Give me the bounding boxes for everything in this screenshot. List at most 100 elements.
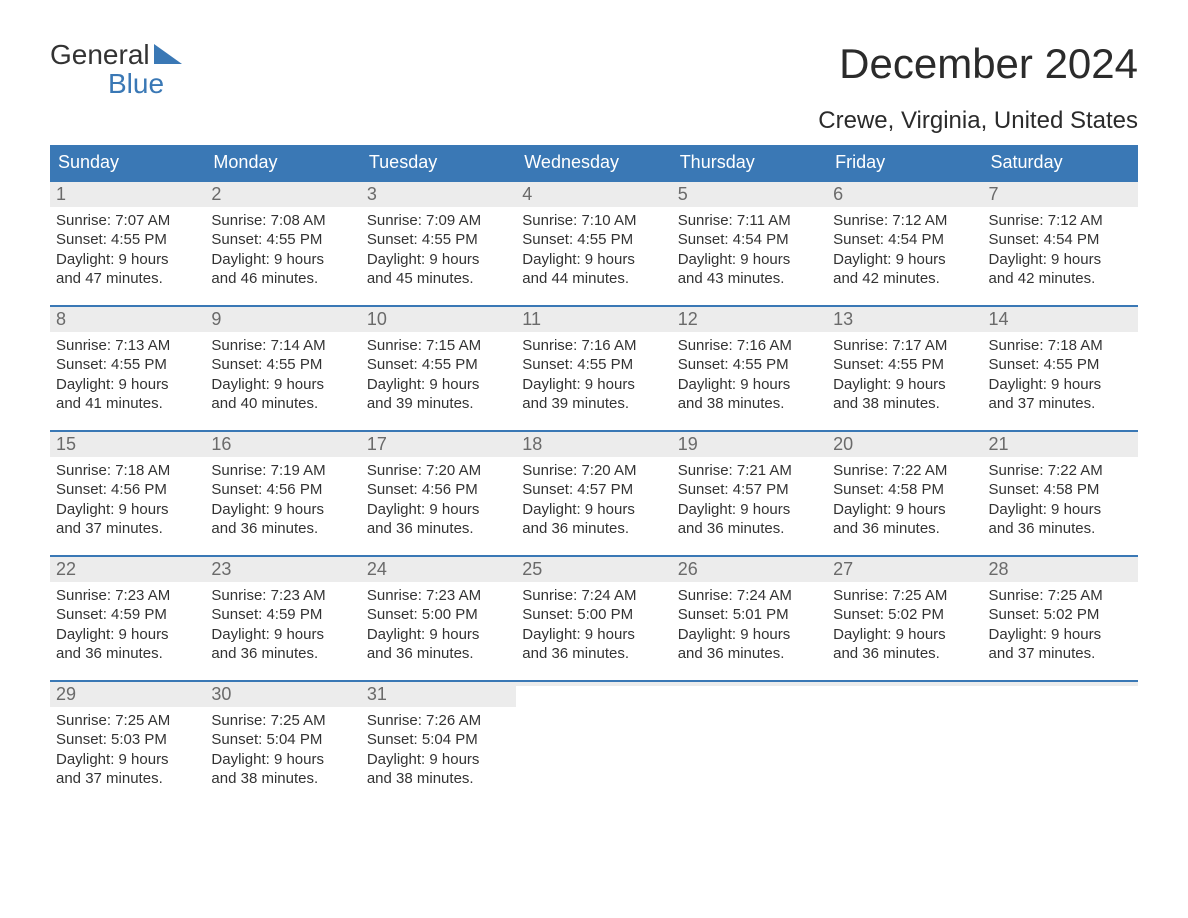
daylight-line: and 36 minutes. (211, 519, 354, 539)
daylight-line: Daylight: 9 hours (211, 500, 354, 520)
day-number-band (983, 682, 1138, 686)
day-cell: 21Sunrise: 7:22 AMSunset: 4:58 PMDayligh… (983, 432, 1138, 547)
daylight-line: Daylight: 9 hours (56, 750, 199, 770)
day-number: 27 (833, 559, 976, 580)
day-number-band: 5 (672, 182, 827, 207)
daylight-line: Daylight: 9 hours (678, 500, 821, 520)
day-cell: 26Sunrise: 7:24 AMSunset: 5:01 PMDayligh… (672, 557, 827, 672)
sunset-line: Sunset: 4:57 PM (678, 480, 821, 500)
sunrise-line: Sunrise: 7:09 AM (367, 211, 510, 231)
sunset-line: Sunset: 4:55 PM (56, 230, 199, 250)
day-number-band (827, 682, 982, 686)
daylight-line: and 41 minutes. (56, 394, 199, 414)
daylight-line: Daylight: 9 hours (211, 375, 354, 395)
day-cell: 18Sunrise: 7:20 AMSunset: 4:57 PMDayligh… (516, 432, 671, 547)
sunset-line: Sunset: 4:54 PM (833, 230, 976, 250)
day-number: 4 (522, 184, 665, 205)
day-number-band: 27 (827, 557, 982, 582)
sunset-line: Sunset: 4:58 PM (833, 480, 976, 500)
sunset-line: Sunset: 4:58 PM (989, 480, 1132, 500)
sunset-line: Sunset: 4:56 PM (367, 480, 510, 500)
day-cell (516, 682, 671, 797)
daylight-line: Daylight: 9 hours (522, 375, 665, 395)
sunset-line: Sunset: 5:02 PM (989, 605, 1132, 625)
day-cell: 10Sunrise: 7:15 AMSunset: 4:55 PMDayligh… (361, 307, 516, 422)
daylight-line: Daylight: 9 hours (367, 500, 510, 520)
day-cell: 17Sunrise: 7:20 AMSunset: 4:56 PMDayligh… (361, 432, 516, 547)
day-number: 12 (678, 309, 821, 330)
day-number-band: 7 (983, 182, 1138, 207)
sunset-line: Sunset: 5:02 PM (833, 605, 976, 625)
daylight-line: Daylight: 9 hours (56, 625, 199, 645)
sunset-line: Sunset: 4:55 PM (211, 230, 354, 250)
day-number: 30 (211, 684, 354, 705)
day-cell: 23Sunrise: 7:23 AMSunset: 4:59 PMDayligh… (205, 557, 360, 672)
sunrise-line: Sunrise: 7:16 AM (678, 336, 821, 356)
calendar: Sunday Monday Tuesday Wednesday Thursday… (50, 145, 1138, 797)
sunrise-line: Sunrise: 7:17 AM (833, 336, 976, 356)
day-number-band: 31 (361, 682, 516, 707)
sunrise-line: Sunrise: 7:21 AM (678, 461, 821, 481)
day-number-band: 11 (516, 307, 671, 332)
header: General Blue December 2024 (50, 40, 1138, 99)
day-cell (672, 682, 827, 797)
daylight-line: Daylight: 9 hours (989, 500, 1132, 520)
sunset-line: Sunset: 4:55 PM (211, 355, 354, 375)
daylight-line: and 37 minutes. (989, 644, 1132, 664)
day-cell: 6Sunrise: 7:12 AMSunset: 4:54 PMDaylight… (827, 182, 982, 297)
day-number: 6 (833, 184, 976, 205)
daylight-line: Daylight: 9 hours (833, 250, 976, 270)
daylight-line: and 37 minutes. (56, 519, 199, 539)
week-row: 22Sunrise: 7:23 AMSunset: 4:59 PMDayligh… (50, 555, 1138, 672)
day-number: 28 (989, 559, 1132, 580)
sunrise-line: Sunrise: 7:19 AM (211, 461, 354, 481)
sunset-line: Sunset: 4:56 PM (211, 480, 354, 500)
sunset-line: Sunset: 4:55 PM (989, 355, 1132, 375)
day-cell: 22Sunrise: 7:23 AMSunset: 4:59 PMDayligh… (50, 557, 205, 672)
daylight-line: and 38 minutes. (367, 769, 510, 789)
day-cell: 16Sunrise: 7:19 AMSunset: 4:56 PMDayligh… (205, 432, 360, 547)
day-number: 10 (367, 309, 510, 330)
daylight-line: Daylight: 9 hours (522, 500, 665, 520)
day-number-band: 19 (672, 432, 827, 457)
logo-line-1: General (50, 40, 182, 69)
daylight-line: Daylight: 9 hours (367, 625, 510, 645)
day-number-band: 26 (672, 557, 827, 582)
daylight-line: Daylight: 9 hours (56, 375, 199, 395)
weekday-header: Monday (205, 145, 360, 180)
day-cell: 11Sunrise: 7:16 AMSunset: 4:55 PMDayligh… (516, 307, 671, 422)
daylight-line: Daylight: 9 hours (833, 500, 976, 520)
day-number-band: 13 (827, 307, 982, 332)
week-row: 29Sunrise: 7:25 AMSunset: 5:03 PMDayligh… (50, 680, 1138, 797)
day-number: 8 (56, 309, 199, 330)
daylight-line: and 36 minutes. (678, 644, 821, 664)
sunrise-line: Sunrise: 7:18 AM (989, 336, 1132, 356)
logo: General Blue (50, 40, 182, 99)
day-number-band: 3 (361, 182, 516, 207)
day-number-band: 29 (50, 682, 205, 707)
day-number-band: 25 (516, 557, 671, 582)
sunset-line: Sunset: 4:59 PM (56, 605, 199, 625)
day-cell: 14Sunrise: 7:18 AMSunset: 4:55 PMDayligh… (983, 307, 1138, 422)
logo-text-blue: Blue (50, 69, 164, 98)
daylight-line: and 36 minutes. (833, 644, 976, 664)
daylight-line: Daylight: 9 hours (367, 250, 510, 270)
day-cell: 9Sunrise: 7:14 AMSunset: 4:55 PMDaylight… (205, 307, 360, 422)
sunrise-line: Sunrise: 7:16 AM (522, 336, 665, 356)
daylight-line: and 36 minutes. (678, 519, 821, 539)
day-number: 15 (56, 434, 199, 455)
daylight-line: and 40 minutes. (211, 394, 354, 414)
day-number-band: 9 (205, 307, 360, 332)
day-cell: 1Sunrise: 7:07 AMSunset: 4:55 PMDaylight… (50, 182, 205, 297)
day-number-band: 12 (672, 307, 827, 332)
day-number-band: 2 (205, 182, 360, 207)
day-cell (827, 682, 982, 797)
daylight-line: Daylight: 9 hours (367, 750, 510, 770)
daylight-line: and 36 minutes. (211, 644, 354, 664)
day-number: 18 (522, 434, 665, 455)
sunset-line: Sunset: 5:00 PM (522, 605, 665, 625)
sunrise-line: Sunrise: 7:10 AM (522, 211, 665, 231)
logo-text-general: General (50, 40, 150, 69)
day-number-band: 24 (361, 557, 516, 582)
daylight-line: and 46 minutes. (211, 269, 354, 289)
